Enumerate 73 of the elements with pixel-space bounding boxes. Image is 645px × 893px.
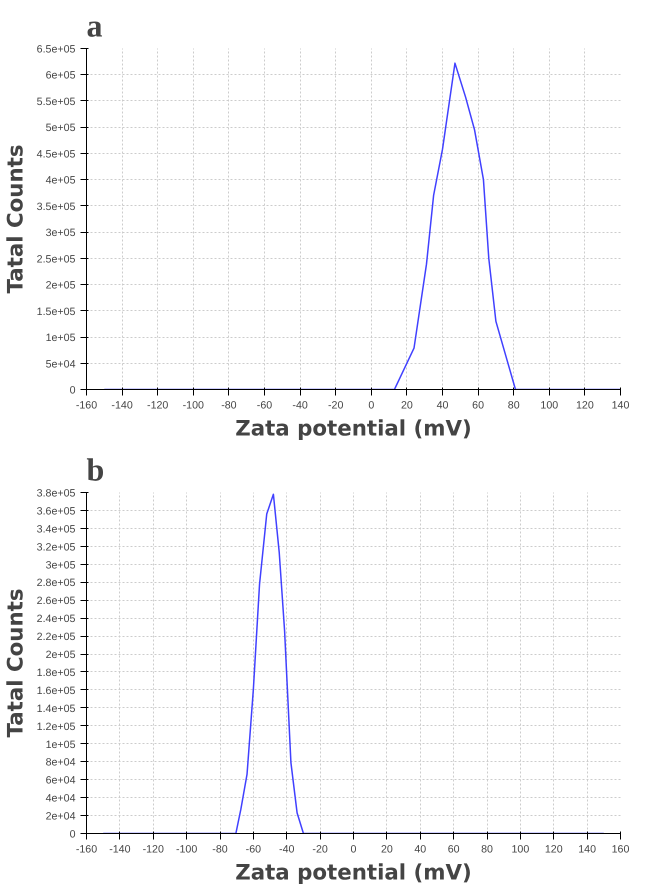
- y-tick-label: 5.5e+05: [36, 96, 76, 108]
- x-tick-label: 100: [511, 844, 530, 856]
- y-tick-label: 5e+04: [46, 358, 76, 370]
- x-tick-label: -80: [221, 400, 237, 412]
- x-tick-label: -20: [328, 400, 344, 412]
- y-tick-label: 2.5e+05: [36, 253, 76, 266]
- x-tick-label: 60: [448, 844, 460, 856]
- y-tick-label: 0: [70, 828, 76, 840]
- x-tick-label: -80: [212, 844, 228, 856]
- y-tick-label: 4e+05: [46, 174, 76, 187]
- y-tick-label: 3.6e+05: [36, 505, 76, 518]
- x-tick-label: 140: [578, 844, 596, 856]
- x-tick-label: 120: [544, 844, 563, 856]
- x-tick-label: 40: [436, 400, 448, 412]
- y-tick-label: 2.4e+05: [36, 613, 76, 626]
- y-tick-label: 1.4e+05: [36, 702, 76, 715]
- y-tick-label: 2.8e+05: [36, 577, 76, 590]
- y-tick-label: 3.5e+05: [36, 200, 76, 213]
- y-tick-label: 8e+04: [46, 756, 76, 769]
- chart-title: b: [86, 452, 104, 488]
- y-tick-label: 3e+05: [46, 227, 76, 240]
- x-tick-label: 0: [350, 844, 357, 856]
- y-tick-label: 1.8e+05: [36, 666, 76, 679]
- x-tick-label: 20: [380, 844, 393, 856]
- y-tick-label: 6e+05: [46, 70, 76, 82]
- y-tick-label: 6e+04: [46, 774, 76, 787]
- y-tick-label: 3e+05: [46, 559, 76, 572]
- x-tick-label: -160: [76, 400, 98, 412]
- x-tick-label: -60: [256, 400, 272, 412]
- x-axis-title: Zata potential (mV): [235, 860, 472, 886]
- x-tick-label: 40: [414, 844, 426, 856]
- x-tick-label: -100: [176, 844, 198, 856]
- x-tick-label: -120: [147, 400, 168, 412]
- y-tick-label: 2.2e+05: [36, 631, 76, 644]
- y-tick-label: 2.6e+05: [36, 595, 76, 608]
- y-tick-label: 4.5e+05: [36, 148, 76, 160]
- x-tick-label: -140: [109, 844, 131, 856]
- x-tick-label: 120: [576, 400, 594, 412]
- y-tick-label: 2e+05: [46, 280, 76, 292]
- x-tick-label: -60: [246, 844, 262, 856]
- y-tick-label: 2e+04: [46, 810, 76, 823]
- y-tick-label: 3.8e+05: [36, 488, 76, 500]
- y-axis-title: Tatal Counts: [4, 144, 29, 294]
- y-tick-label: 4e+04: [46, 792, 76, 805]
- x-tick-label: -120: [142, 844, 164, 856]
- y-tick-label: 1.6e+05: [36, 684, 76, 697]
- x-tick-label: -100: [182, 400, 204, 412]
- x-tick-label: -40: [292, 400, 308, 412]
- x-tick-label: 100: [540, 400, 558, 412]
- y-tick-label: 2e+05: [46, 649, 76, 662]
- x-tick-label: 60: [472, 400, 484, 412]
- x-tick-label: 160: [612, 844, 630, 856]
- chart-title: a: [86, 8, 102, 44]
- y-tick-label: 3.4e+05: [36, 523, 76, 536]
- x-tick-label: 0: [368, 400, 374, 412]
- x-tick-label: -160: [76, 844, 98, 856]
- x-tick-label: 80: [508, 400, 520, 412]
- x-tick-label: 20: [400, 400, 413, 412]
- x-tick-label: 80: [481, 844, 493, 856]
- x-axis-title: Zata potential (mV): [235, 416, 472, 442]
- x-tick-label: -140: [111, 400, 133, 412]
- y-axis-title: Tatal Counts: [4, 588, 29, 738]
- y-tick-label: 1.5e+05: [36, 306, 76, 318]
- y-tick-label: 6.5e+05: [36, 44, 76, 56]
- x-tick-label: -20: [312, 844, 328, 856]
- y-tick-label: 1e+05: [46, 332, 76, 344]
- y-tick-label: 3.2e+05: [36, 541, 76, 554]
- y-tick-label: 1.2e+05: [36, 720, 76, 733]
- y-tick-label: 1e+05: [46, 738, 76, 751]
- y-tick-label: 5e+05: [46, 122, 76, 134]
- x-tick-label: -40: [279, 844, 295, 856]
- y-tick-label: 0: [70, 384, 76, 396]
- x-tick-label: 140: [612, 400, 630, 412]
